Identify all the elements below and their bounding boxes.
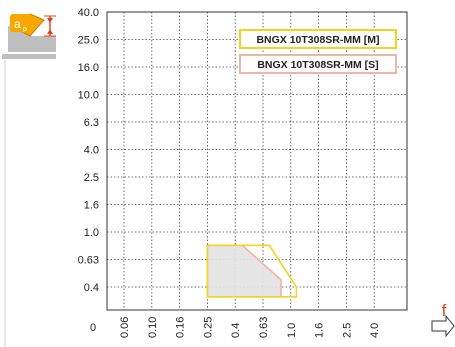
region-series-s <box>206 244 282 298</box>
x-axis-ticks: 0.06 0.10 0.16 0.25 0.4 0.63 1.0 1.6 2.5 4.0 <box>119 317 381 338</box>
feed-arrow-icon <box>431 314 455 338</box>
x-tick-label: 0.10 <box>147 317 159 338</box>
legend-swatch <box>239 54 397 74</box>
x-tick-label: 4.0 <box>369 323 381 338</box>
x-axis-label: f <box>442 301 447 320</box>
icon-label-a: a <box>14 17 21 31</box>
x-tick-label: 0.63 <box>258 317 270 338</box>
legend-label: BNGX 10T308SR-MM [S] <box>257 59 378 71</box>
x-tick-label: 1.0 <box>286 323 298 338</box>
y-tick-label: 1.0 <box>84 227 99 239</box>
y-tick-label: 40.0 <box>78 7 99 19</box>
plot-frame <box>106 11 408 311</box>
y-tick-label: 25.0 <box>78 35 99 47</box>
x-tick-label: 0.4 <box>230 323 242 338</box>
insert-depth-of-cut-icon: a p <box>2 2 56 59</box>
legend-label: BNGX 10T308SR-MM [M] <box>256 34 379 46</box>
x-tick-label: 0.06 <box>119 317 131 338</box>
x-tick-label: 2.5 <box>341 323 353 338</box>
y-tick-label: 0.63 <box>78 255 99 267</box>
y-tick-label: 0.4 <box>84 282 99 294</box>
y-tick-label: 4.0 <box>84 145 99 157</box>
y-tick-label: 2.5 <box>84 172 99 184</box>
region-series-m <box>206 244 298 298</box>
y-tick-label: 16.0 <box>78 62 99 74</box>
plot-regions <box>206 244 298 298</box>
legend-swatch <box>239 29 397 49</box>
x-tick-label: 0.25 <box>202 317 214 338</box>
y-tick-label: 1.6 <box>84 200 99 212</box>
x-origin-label: 0 <box>90 322 96 334</box>
x-tick-label: 0.16 <box>175 317 187 338</box>
x-tick-label: 1.6 <box>314 323 326 338</box>
icon-label-p: p <box>23 26 27 33</box>
y-tick-label: 6.3 <box>84 117 99 129</box>
y-axis-ticks: 40.0 25.0 16.0 10.0 6.3 4.0 2.5 1.6 1.0 0.63 0.4 <box>78 7 99 294</box>
legend: BNGX 10T308SR-MM [M] BNGX 10T308SR-MM [S] <box>239 29 397 74</box>
y-tick-label: 10.0 <box>78 90 99 102</box>
